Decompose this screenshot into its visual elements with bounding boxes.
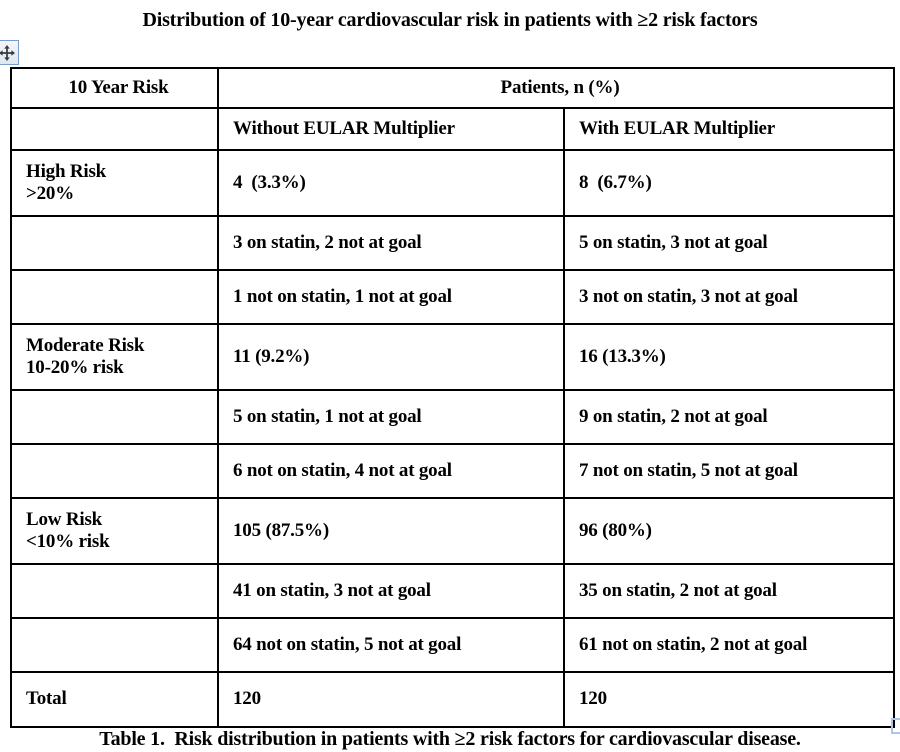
row-label-cell	[10, 563, 219, 619]
table-row-high-risk-not-on-statin: 1 not on statin, 1 not at goal 3 not on …	[10, 269, 895, 325]
table-row-moderate-risk-not-on-statin: 6 not on statin, 4 not at goal 7 not on …	[10, 443, 895, 499]
value-cell-with-eular: 16 (13.3%)	[563, 323, 895, 391]
value-cell-without-eular: 64 not on statin, 5 not at goal	[217, 617, 565, 673]
table-move-handle-icon[interactable]	[0, 40, 19, 65]
row-label-cell	[10, 443, 219, 499]
row-label-cell: Low Risk <10% risk	[10, 497, 219, 565]
value-cell-with-eular: 7 not on statin, 5 not at goal	[563, 443, 895, 499]
value-cell-without-eular: 4 (3.3%)	[217, 149, 565, 217]
header-cell-10-year-risk: 10 Year Risk	[10, 67, 219, 109]
value-cell-without-eular: 5 on statin, 1 not at goal	[217, 389, 565, 445]
four-way-arrow-icon	[0, 44, 15, 61]
table-row-moderate-risk: Moderate Risk 10-20% risk 11 (9.2%) 16 (…	[10, 323, 895, 391]
table-row-low-risk-on-statin: 41 on statin, 3 not at goal 35 on statin…	[10, 563, 895, 619]
table-row-low-risk-not-on-statin: 64 not on statin, 5 not at goal 61 not o…	[10, 617, 895, 673]
header-cell-patients: Patients, n (%)	[217, 67, 895, 109]
value-cell-with-eular: 9 on statin, 2 not at goal	[563, 389, 895, 445]
row-label-cell: High Risk >20%	[10, 149, 219, 217]
value-cell-without-eular: 41 on statin, 3 not at goal	[217, 563, 565, 619]
subheader-cell-with-eular: With EULAR Multiplier	[563, 107, 895, 151]
row-label-cell	[10, 617, 219, 673]
table-row-total: Total 120 120	[10, 671, 895, 728]
value-cell-with-eular: 61 not on statin, 2 not at goal	[563, 617, 895, 673]
value-cell-with-eular: 120	[563, 671, 895, 728]
table-row-high-risk: High Risk >20% 4 (3.3%) 8 (6.7%)	[10, 149, 895, 217]
value-cell-with-eular: 5 on statin, 3 not at goal	[563, 215, 895, 271]
row-label-cell	[10, 269, 219, 325]
row-label-cell: Total	[10, 671, 219, 728]
value-cell-without-eular: 6 not on statin, 4 not at goal	[217, 443, 565, 499]
comment-anchor-icon	[891, 718, 900, 734]
value-cell-without-eular: 1 not on statin, 1 not at goal	[217, 269, 565, 325]
document-title: Distribution of 10-year cardiovascular r…	[142, 9, 758, 31]
value-cell-with-eular: 8 (6.7%)	[563, 149, 895, 217]
value-cell-with-eular: 35 on statin, 2 not at goal	[563, 563, 895, 619]
row-label-cell	[10, 389, 219, 445]
table-header-row: 10 Year Risk Patients, n (%)	[10, 67, 895, 109]
subheader-cell-without-eular: Without EULAR Multiplier	[217, 107, 565, 151]
value-cell-without-eular: 120	[217, 671, 565, 728]
risk-distribution-table: 10 Year Risk Patients, n (%) Without EUL…	[10, 67, 895, 728]
subheader-empty-cell	[10, 107, 219, 151]
table-row-low-risk: Low Risk <10% risk 105 (87.5%) 96 (80%)	[10, 497, 895, 565]
table-subheader-row: Without EULAR Multiplier With EULAR Mult…	[10, 107, 895, 151]
value-cell-with-eular: 3 not on statin, 3 not at goal	[563, 269, 895, 325]
table-row-moderate-risk-on-statin: 5 on statin, 1 not at goal 9 on statin, …	[10, 389, 895, 445]
value-cell-without-eular: 105 (87.5%)	[217, 497, 565, 565]
table-row-high-risk-on-statin: 3 on statin, 2 not at goal 5 on statin, …	[10, 215, 895, 271]
value-cell-with-eular: 96 (80%)	[563, 497, 895, 565]
value-cell-without-eular: 11 (9.2%)	[217, 323, 565, 391]
value-cell-without-eular: 3 on statin, 2 not at goal	[217, 215, 565, 271]
row-label-cell	[10, 215, 219, 271]
table-caption: Table 1. Risk distribution in patients w…	[99, 728, 801, 750]
row-label-cell: Moderate Risk 10-20% risk	[10, 323, 219, 391]
